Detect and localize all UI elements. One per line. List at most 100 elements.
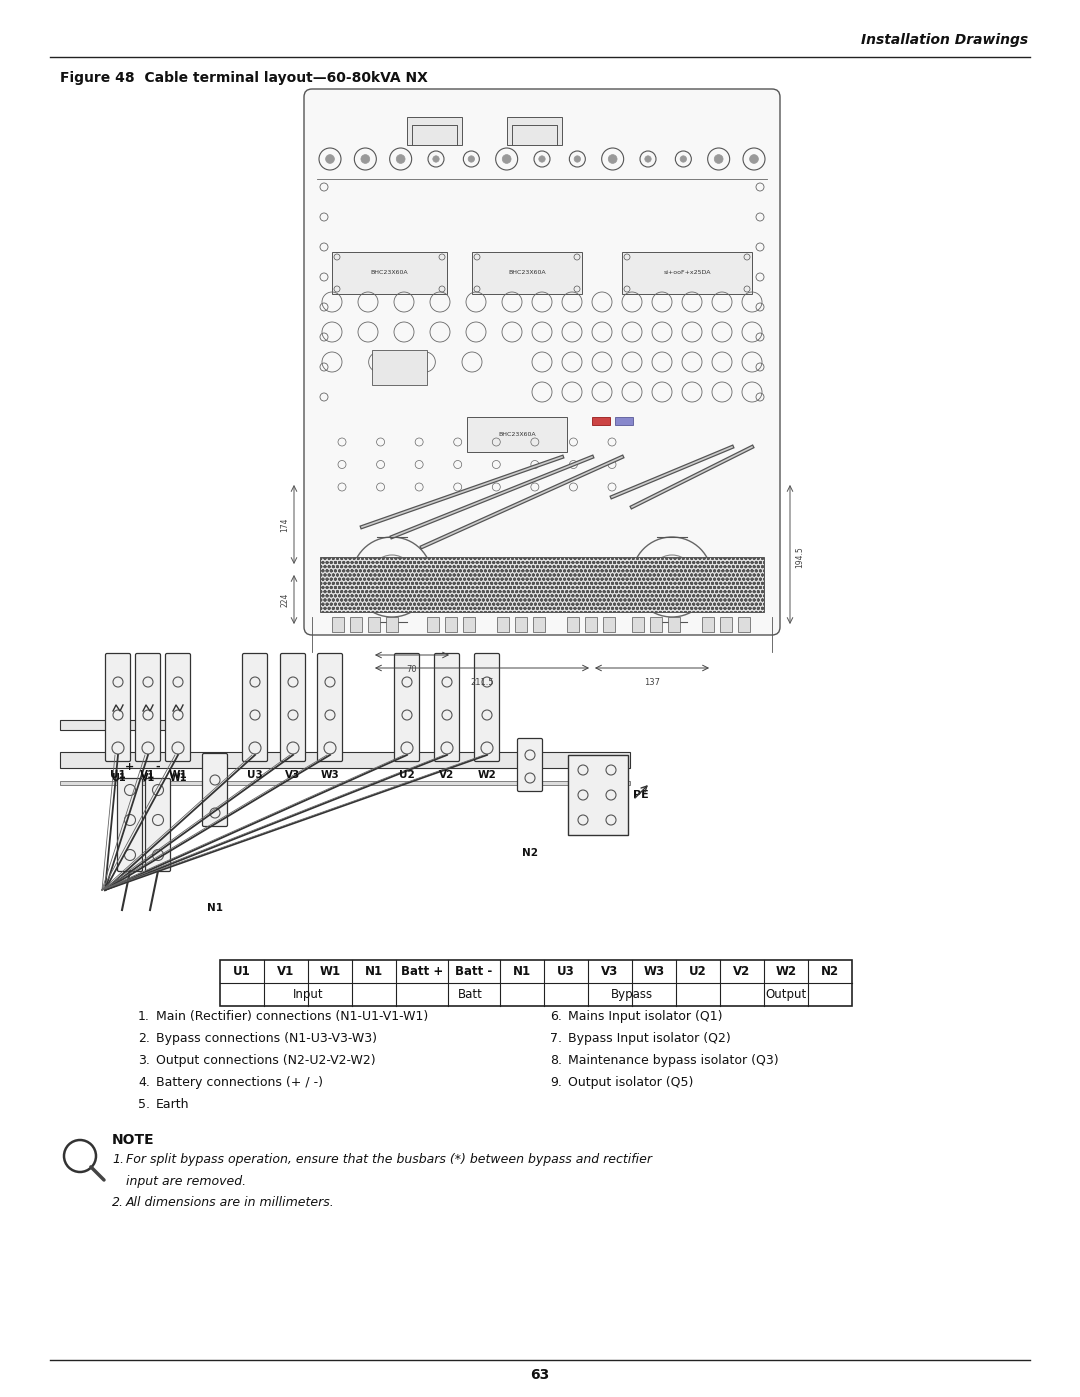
Bar — [445, 617, 457, 631]
Text: Output isolator (Q5): Output isolator (Q5) — [568, 1076, 693, 1090]
Text: Input: Input — [293, 988, 323, 1002]
Bar — [60, 719, 188, 731]
Bar — [650, 617, 662, 631]
Text: All dimensions are in millimeters.: All dimensions are in millimeters. — [126, 1196, 335, 1208]
Text: V3: V3 — [602, 965, 619, 978]
Bar — [332, 617, 345, 631]
Text: N1: N1 — [365, 965, 383, 978]
Text: +: + — [125, 761, 135, 773]
Bar — [669, 617, 680, 631]
Text: Output: Output — [766, 988, 807, 1002]
Text: 211.5: 211.5 — [470, 678, 494, 687]
Bar — [507, 117, 562, 145]
Text: -: - — [156, 761, 160, 773]
Text: V1: V1 — [278, 965, 295, 978]
Text: V1: V1 — [140, 773, 156, 782]
Circle shape — [387, 571, 397, 583]
Circle shape — [502, 155, 511, 163]
Text: 1.: 1. — [138, 1010, 150, 1023]
Text: BHC23X60A: BHC23X60A — [498, 432, 536, 437]
Text: For split bypass operation, ensure that the busbars (*) between bypass and recti: For split bypass operation, ensure that … — [126, 1153, 652, 1166]
Text: 63: 63 — [530, 1368, 550, 1382]
Text: U2: U2 — [400, 770, 415, 780]
FancyBboxPatch shape — [394, 654, 419, 761]
Bar — [515, 617, 527, 631]
Bar — [738, 617, 750, 631]
Text: N1: N1 — [513, 965, 531, 978]
Text: BHC23X60A: BHC23X60A — [509, 271, 545, 275]
FancyBboxPatch shape — [118, 778, 143, 872]
Text: 5.: 5. — [138, 1098, 150, 1111]
Text: 2.: 2. — [138, 1032, 150, 1045]
Text: Mains Input isolator (Q1): Mains Input isolator (Q1) — [568, 1010, 723, 1023]
Text: Installation Drawings: Installation Drawings — [861, 34, 1028, 47]
Text: 174: 174 — [280, 518, 289, 532]
Text: 224: 224 — [280, 592, 289, 608]
Bar — [332, 251, 447, 293]
FancyBboxPatch shape — [474, 654, 499, 761]
Text: W1: W1 — [170, 773, 187, 782]
Text: U2: U2 — [689, 965, 707, 978]
Text: U1: U1 — [233, 965, 251, 978]
Bar — [720, 617, 732, 631]
Bar — [472, 251, 582, 293]
Text: Batt -: Batt - — [456, 965, 492, 978]
Bar — [386, 617, 399, 631]
Circle shape — [361, 155, 369, 163]
Text: 194.5: 194.5 — [795, 546, 804, 567]
Bar — [568, 754, 627, 835]
Text: Batt: Batt — [458, 988, 483, 1002]
Text: 8.: 8. — [550, 1053, 562, 1067]
Text: W3: W3 — [644, 965, 664, 978]
Text: PE: PE — [633, 789, 649, 800]
Text: Figure 48  Cable terminal layout—60-80kVA NX: Figure 48 Cable terminal layout—60-80kVA… — [60, 71, 428, 85]
Text: U1: U1 — [110, 770, 126, 780]
FancyBboxPatch shape — [281, 654, 306, 761]
Text: U3: U3 — [557, 965, 575, 978]
Bar — [60, 752, 630, 768]
Text: U1: U1 — [110, 773, 125, 782]
FancyBboxPatch shape — [135, 654, 161, 761]
Text: input are removed.: input are removed. — [126, 1175, 246, 1187]
Text: V1: V1 — [140, 770, 156, 780]
Text: BHC23X60A: BHC23X60A — [370, 271, 408, 275]
Text: 70: 70 — [407, 665, 417, 673]
Bar — [622, 251, 752, 293]
Text: Batt +: Batt + — [401, 965, 443, 978]
Text: Earth: Earth — [156, 1098, 189, 1111]
Text: 9.: 9. — [550, 1076, 562, 1090]
Text: 1.: 1. — [112, 1153, 124, 1166]
Bar — [407, 117, 462, 145]
Circle shape — [396, 155, 405, 163]
FancyBboxPatch shape — [517, 739, 542, 792]
Circle shape — [714, 155, 724, 163]
Bar — [615, 416, 633, 425]
Circle shape — [325, 155, 335, 163]
Bar — [463, 617, 475, 631]
FancyBboxPatch shape — [318, 654, 342, 761]
Circle shape — [667, 571, 677, 583]
Text: NOTE: NOTE — [112, 1133, 154, 1147]
Text: U3: U3 — [247, 770, 262, 780]
Bar — [534, 617, 545, 631]
FancyBboxPatch shape — [243, 654, 268, 761]
Circle shape — [539, 156, 545, 162]
Text: 3.: 3. — [138, 1053, 150, 1067]
Circle shape — [680, 156, 687, 162]
Bar — [592, 416, 610, 425]
Bar — [603, 617, 615, 631]
Circle shape — [750, 155, 758, 163]
Text: V2: V2 — [440, 770, 455, 780]
Text: N2: N2 — [522, 848, 538, 858]
Text: Bypass Input isolator (Q2): Bypass Input isolator (Q2) — [568, 1032, 731, 1045]
Bar — [585, 617, 597, 631]
Text: N1: N1 — [207, 902, 222, 914]
Text: V2: V2 — [733, 965, 751, 978]
Circle shape — [575, 156, 581, 162]
Circle shape — [433, 156, 440, 162]
Text: W1: W1 — [168, 770, 187, 780]
Bar — [220, 960, 852, 1006]
Text: N2: N2 — [821, 965, 839, 978]
Text: Bypass connections (N1-U3-V3-W3): Bypass connections (N1-U3-V3-W3) — [156, 1032, 377, 1045]
Text: V3: V3 — [285, 770, 300, 780]
